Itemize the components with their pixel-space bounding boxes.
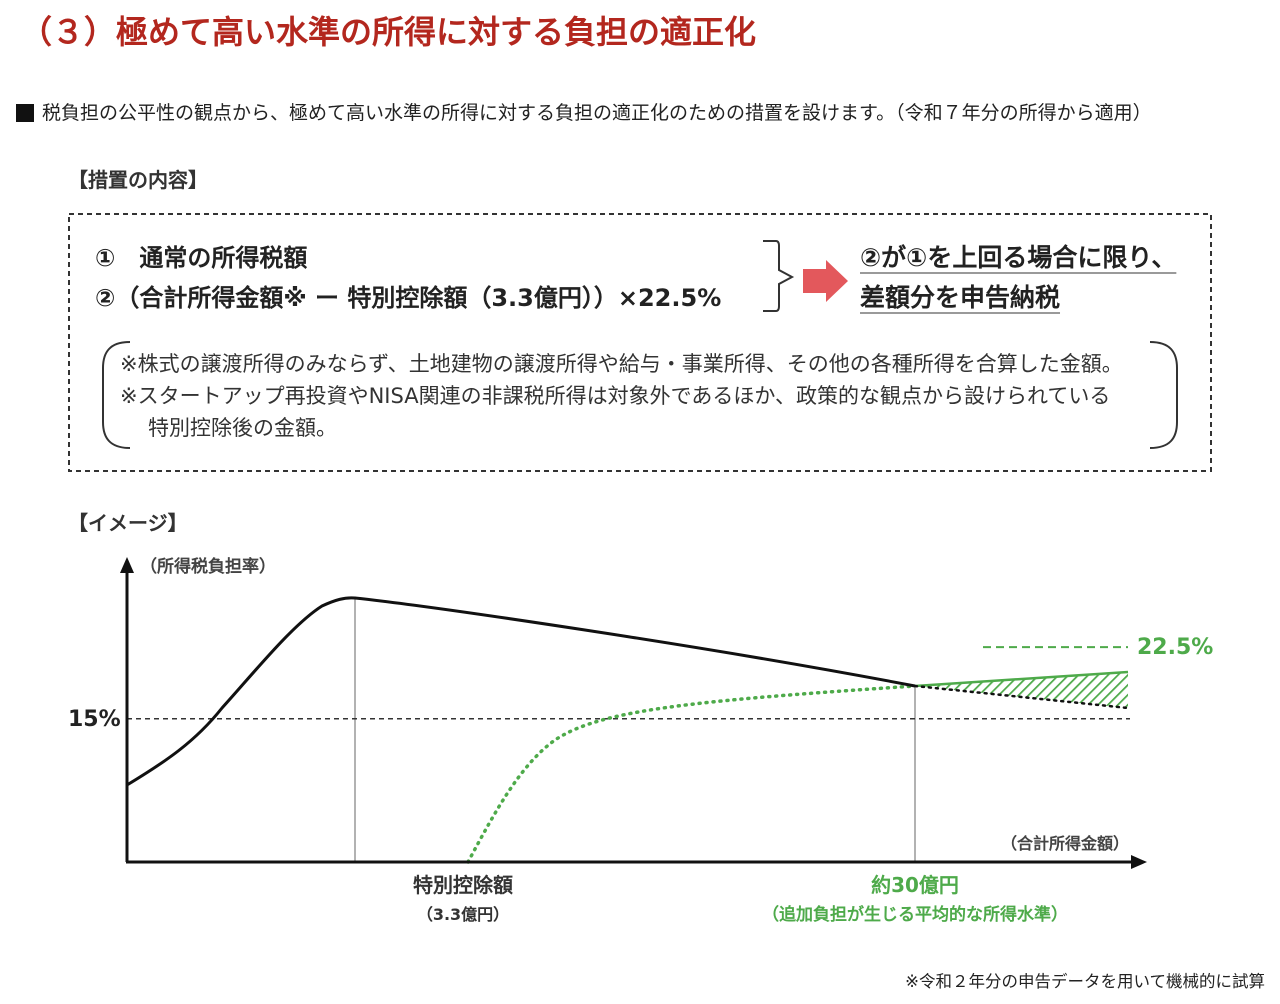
minimum-tax-dotted-curve bbox=[466, 684, 917, 864]
y-axis-arrowhead bbox=[120, 557, 134, 573]
footnote: ※令和２年分の申告データを用いて機械的に試算 bbox=[905, 972, 1265, 991]
special-deduction-label: 特別控除額 bbox=[413, 873, 513, 897]
note-line-2: ※スタートアップ再投資やNISA関連の非課税所得は対象外であるほか、政策的な観点… bbox=[120, 384, 1111, 408]
y-axis-label: （所得税負担率） bbox=[140, 556, 276, 577]
measures-heading: 【措置の内容】 bbox=[68, 168, 208, 192]
page-title: （３）極めて高い水準の所得に対する負担の適正化 bbox=[20, 13, 757, 51]
notes-left-paren bbox=[102, 341, 131, 449]
result-line-1: ②が①を上回る場合に限り、 bbox=[860, 243, 1177, 272]
tax-burden-chart: （所得税負担率） （合計所得金額） 15% 22.5% 特別控除額 （3.3億円… bbox=[68, 556, 1213, 925]
notes-right-paren bbox=[1149, 341, 1178, 449]
tax-burden-rate-curve bbox=[126, 596, 916, 787]
note-line-1: ※株式の譲渡所得のみならず、土地建物の譲渡所得や給与・事業所得、その他の各種所得… bbox=[120, 352, 1123, 376]
x-axis-arrowhead bbox=[1131, 855, 1147, 869]
intro-text: 税負担の公平性の観点から、極めて高い水準の所得に対する負担の適正化のための措置を… bbox=[42, 102, 1152, 124]
measures-dashed-box bbox=[68, 213, 1212, 472]
threshold-sublabel: （追加負担が生じる平均的な所得水準） bbox=[762, 904, 1068, 925]
black-square-icon bbox=[16, 104, 34, 122]
reference-label-22-5: 22.5% bbox=[1137, 635, 1213, 660]
formula-brace bbox=[763, 240, 795, 312]
right-arrow-icon bbox=[803, 260, 848, 302]
figure-heading: 【イメージ】 bbox=[68, 511, 188, 535]
additional-burden-line bbox=[914, 670, 1129, 688]
note-line-3: 特別控除後の金額。 bbox=[148, 416, 337, 440]
formula-item-2: ②（合計所得金額※ ー 特別控除額（3.3億円））×22.5% bbox=[95, 284, 722, 312]
x-axis-label: （合計所得金額） bbox=[1001, 834, 1129, 853]
result-line-2: 差額分を申告納税 bbox=[860, 283, 1061, 312]
normal-tax-rate-dotted-extension bbox=[913, 684, 1130, 710]
special-deduction-sublabel: （3.3億円） bbox=[417, 905, 509, 924]
reference-label-15: 15% bbox=[68, 707, 121, 732]
formula-item-1: ① 通常の所得税額 bbox=[95, 244, 308, 272]
threshold-label: 約30億円 bbox=[871, 873, 959, 897]
additional-burden-hatched-area bbox=[915, 672, 1128, 708]
intro: 税負担の公平性の観点から、極めて高い水準の所得に対する負担の適正化のための措置を… bbox=[16, 101, 1152, 125]
